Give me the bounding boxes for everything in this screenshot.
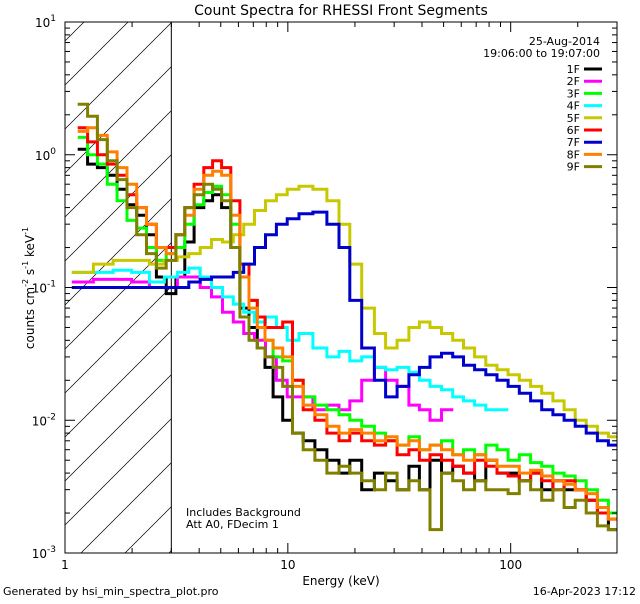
ylabel-mid1: s [23, 269, 37, 279]
ylabel-exp2: -1 [21, 261, 30, 269]
annotation-date: 25-Aug-2014 [529, 35, 600, 48]
x-tick-label: 1 [61, 558, 69, 572]
legend-label-3f: 3F [567, 87, 580, 100]
hatch-line [301, 0, 640, 553]
y-tick-label: 101 [35, 14, 56, 30]
legend-label-2f: 2F [567, 75, 580, 88]
hatch-line [477, 0, 640, 553]
series-line-4f [71, 266, 509, 412]
y-tick-label: 10-1 [32, 280, 56, 296]
hatch-line [65, 374, 172, 482]
legend-label-4f: 4F [567, 100, 580, 113]
hatch-line [257, 0, 640, 553]
annotation-background-note: Includes Background [186, 506, 301, 519]
hatch-line [65, 242, 172, 350]
hatch-line [609, 0, 640, 553]
hatch-line [65, 418, 172, 526]
chart-title: Count Spectra for RHESSI Front Segments [194, 3, 488, 19]
x-tick-label: 10 [280, 558, 295, 572]
axis-ticks: 1 10 100 101 100 10-1 10-2 10-3 [32, 14, 618, 572]
legend-label-7f: 7F [567, 136, 580, 149]
y-tick-label: 100 [35, 147, 56, 163]
legend-label-5f: 5F [567, 112, 580, 125]
y-tick-label: 10-2 [32, 412, 56, 428]
hatch-line [345, 0, 640, 553]
legend-label-9f: 9F [567, 161, 580, 174]
legend-label-8f: 8F [567, 148, 580, 161]
hatch-line [389, 0, 640, 553]
y-axis-label: counts cm-2 s-1 keV-1 [21, 227, 37, 349]
hatch-line [65, 154, 172, 262]
hatch-line [65, 22, 172, 130]
ylabel-mid2: keV [23, 234, 37, 261]
ylabel-exp1: -2 [21, 279, 30, 287]
series-line-9f [77, 102, 617, 532]
legend-label-6f: 6F [567, 124, 580, 137]
annotation-attenuator-note: Att A0, FDecim 1 [186, 518, 279, 531]
series-line-8f [77, 126, 617, 521]
footer-generated-by: Generated by hsi_min_spectra_plot.pro [3, 585, 219, 598]
hatch-line [65, 330, 172, 438]
y-tick-label: 10-3 [32, 545, 56, 561]
hatch-line [65, 22, 129, 86]
series-layer [71, 102, 617, 532]
x-axis-label: Energy (keV) [302, 574, 379, 588]
series-line-3f [77, 135, 617, 515]
hatch-line [0, 0, 109, 553]
hatched-excluded-region [0, 0, 640, 553]
x-tick-label: 100 [499, 558, 522, 572]
legend-label-1f: 1F [567, 63, 580, 76]
ylabel-base: counts cm [23, 287, 37, 349]
annotation-time-range: 19:06:00 to 19:07:00 [483, 47, 600, 60]
svg-text:counts cm-2 s-1 keV-1: counts cm-2 s-1 keV-1 [21, 227, 37, 349]
ylabel-exp3: -1 [21, 227, 30, 235]
series-line-7f [71, 210, 617, 447]
footer-timestamp: 16-Apr-2023 17:12 [533, 585, 636, 598]
series-line-5f [71, 184, 617, 439]
hatch-line [65, 198, 172, 306]
